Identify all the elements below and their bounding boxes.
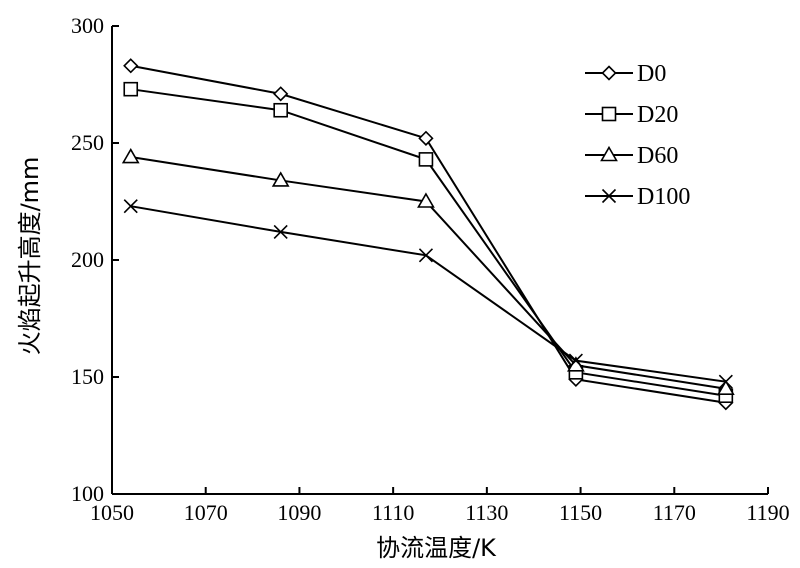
data-point-d20 — [123, 81, 139, 97]
data-point-d0 — [123, 58, 139, 74]
y-tick-label: 250 — [71, 130, 104, 155]
legend-label: D100 — [637, 184, 690, 210]
data-point-d100 — [123, 199, 138, 214]
legend-label: D0 — [637, 61, 666, 87]
legend-marker — [600, 145, 618, 162]
data-point-d20 — [273, 102, 288, 118]
data-point-d100 — [273, 224, 288, 239]
x-tick-label: 1050 — [90, 500, 134, 525]
y-axis-label: 火焰起升高度/mm — [16, 157, 44, 356]
x-tick-label: 1090 — [277, 500, 321, 525]
data-point-d100 — [568, 353, 583, 368]
legend-item-d20: D20 — [585, 102, 678, 128]
x-tick-label: 1130 — [465, 500, 508, 525]
data-point-d0 — [273, 86, 289, 102]
legend-item-d0: D0 — [585, 61, 666, 87]
x-tick-label: 1070 — [184, 500, 228, 525]
data-point-d100 — [718, 374, 733, 389]
data-point-d60 — [417, 192, 435, 208]
y-tick-label: 300 — [71, 13, 104, 38]
data-point-d100 — [418, 248, 434, 263]
series-d100 — [123, 199, 733, 389]
x-tick-label: 1170 — [653, 500, 696, 525]
data-point-d60 — [716, 379, 735, 396]
series-group — [121, 58, 735, 411]
legend-marker — [601, 188, 617, 204]
data-point-d20 — [418, 152, 434, 167]
legend-label: D20 — [637, 102, 678, 128]
x-tick-label: 1190 — [746, 500, 789, 525]
legend-marker — [601, 65, 617, 81]
y-tick-label: 200 — [71, 247, 104, 272]
axes: 1050 1070 1090 1110 1130 1150 1170 1190 100 150 20… — [71, 13, 790, 525]
series-d60 — [121, 147, 735, 396]
legend-marker — [601, 106, 617, 122]
series-line-d100 — [130, 205, 726, 383]
x-axis-label: 协流温度/K — [376, 534, 497, 562]
y-tick-label: 150 — [71, 364, 104, 389]
data-point-d0 — [418, 130, 434, 146]
y-tick-label: 100 — [71, 481, 104, 506]
data-point-d60 — [121, 147, 140, 164]
data-point-d60 — [271, 171, 290, 187]
legend-label: D60 — [637, 143, 678, 169]
x-tick-label: 1150 — [559, 500, 602, 525]
legend: D0 D20 D60 D100 — [585, 61, 690, 210]
legend-item-d100: D100 — [585, 184, 690, 210]
x-tick-label: 1110 — [372, 500, 414, 525]
legend-item-d60: D60 — [585, 143, 678, 169]
series-d20 — [123, 81, 734, 404]
